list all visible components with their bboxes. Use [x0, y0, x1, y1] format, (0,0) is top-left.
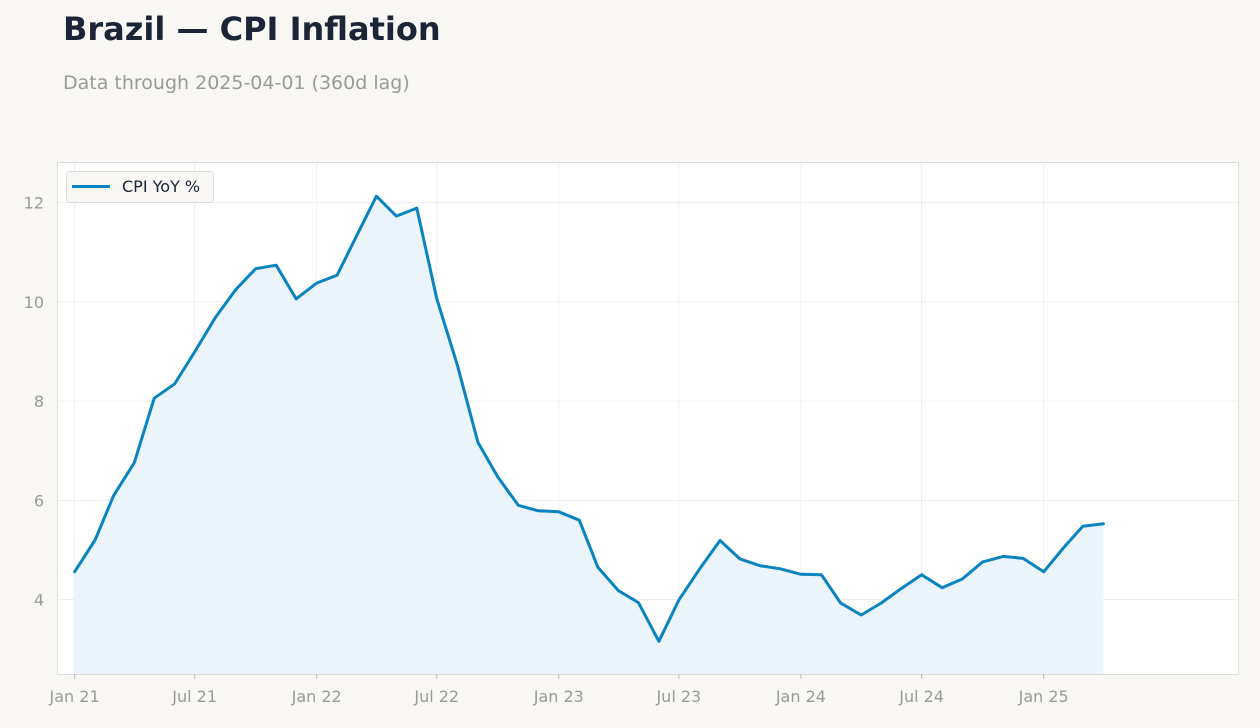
x-tick-label: Jan 22	[291, 687, 342, 706]
legend-box	[66, 171, 214, 203]
series-line	[73, 194, 1105, 643]
x-tick-label: Jan 24	[775, 687, 826, 706]
x-tick-label: Jan 25	[1018, 687, 1069, 706]
x-tick-label: Jan 23	[533, 687, 584, 706]
x-tick-label: Jul 21	[171, 687, 217, 706]
y-tick-label: 8	[34, 392, 44, 411]
chart-title: Brazil — CPI Inflation	[63, 10, 441, 48]
legend-label: CPI YoY %	[122, 177, 200, 196]
series-area-fill	[74, 196, 1104, 674]
area-fill-layer	[74, 196, 1104, 674]
x-tick-label: Jul 23	[655, 687, 701, 706]
x-tick-label: Jan 21	[49, 687, 100, 706]
y-tick-label: 10	[24, 293, 44, 312]
legend: CPI YoY %	[66, 171, 214, 203]
series-line-layer	[73, 194, 1105, 643]
y-tick-label: 12	[24, 194, 44, 213]
x-tick-label: Jul 24	[898, 687, 944, 706]
y-axis-ticks: 4 6 8 10 12	[24, 194, 44, 610]
y-tick-label: 4	[34, 591, 44, 610]
x-tick-label: Jul 22	[413, 687, 459, 706]
y-tick-label: 6	[34, 491, 44, 510]
x-axis-ticks: Jan 21 Jul 21 Jan 22 Jul 22 Jan 23 Jul 23 Jan …	[49, 674, 1069, 706]
chart-subtitle: Data through 2025-04-01 (360d lag)	[63, 72, 410, 94]
